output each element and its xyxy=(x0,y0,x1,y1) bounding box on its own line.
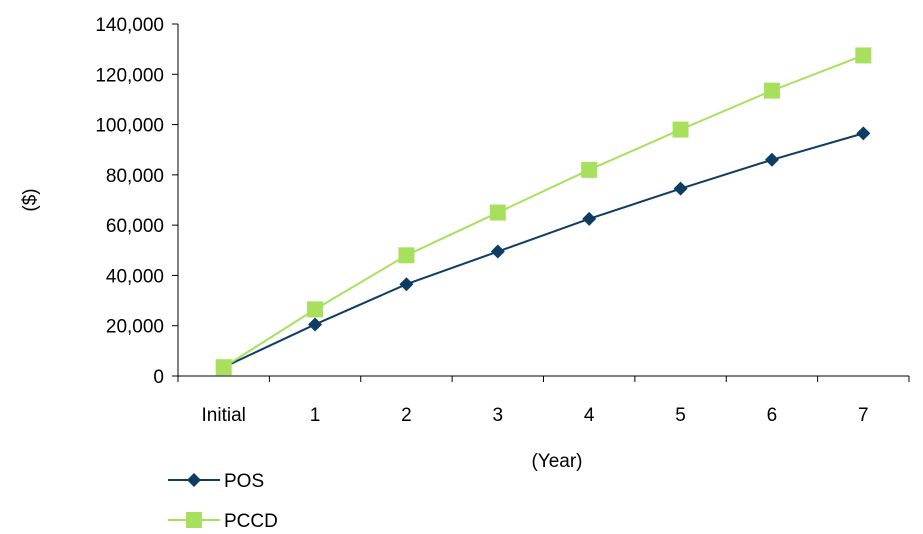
legend: POS PCCD xyxy=(168,471,278,532)
pccd-point xyxy=(855,47,872,64)
pos-point xyxy=(308,317,323,332)
legend-label: POS xyxy=(224,471,264,492)
y-tick-label: 60,000 xyxy=(106,216,164,237)
legend-pos-marker xyxy=(187,473,201,487)
legend-item-pos: POS xyxy=(168,471,264,492)
legend-item-pccd: PCCD xyxy=(168,511,278,532)
x-tick-label: 2 xyxy=(401,405,412,426)
pccd-point xyxy=(307,301,324,318)
x-tick-label: Initial xyxy=(202,405,246,426)
series-pccd xyxy=(215,47,872,376)
pccd-point xyxy=(763,82,780,99)
pos-point xyxy=(490,244,505,259)
legend-pccd-marker xyxy=(186,512,202,528)
series-pos xyxy=(216,126,871,375)
series-layer xyxy=(215,47,872,376)
y-tick-label: 0 xyxy=(153,367,164,388)
pccd-point xyxy=(489,204,506,221)
legend-label: PCCD xyxy=(224,511,278,532)
y-axis-title: ($) xyxy=(20,188,41,211)
pccd-point xyxy=(215,359,232,376)
pos-point xyxy=(582,211,597,226)
pccd-point xyxy=(581,161,598,178)
x-tick-label: 3 xyxy=(493,405,504,426)
y-tick-label: 40,000 xyxy=(106,266,164,287)
pos-line xyxy=(223,132,864,369)
y-tick-label: 20,000 xyxy=(106,317,164,338)
x-tick-label: 4 xyxy=(584,405,595,426)
pos-point xyxy=(673,181,688,196)
y-tick-label: 80,000 xyxy=(106,166,164,187)
pccd-point xyxy=(398,247,415,264)
axes: 0 20,000 40,000 60,000 80,000 100,000 120,000 1… xyxy=(95,15,910,426)
pos-point xyxy=(399,277,414,292)
pos-point xyxy=(764,152,779,167)
x-axis-title: (Year) xyxy=(531,451,582,472)
x-tick-label: 1 xyxy=(310,405,321,426)
pccd-line xyxy=(223,54,864,369)
pccd-point xyxy=(672,121,689,138)
x-tick-label: 6 xyxy=(767,405,778,426)
x-tick-label: 5 xyxy=(675,405,686,426)
pos-point xyxy=(856,126,871,141)
x-tick-label: 7 xyxy=(858,405,869,426)
y-tick-label: 140,000 xyxy=(95,15,164,36)
y-tick-label: 100,000 xyxy=(95,116,164,137)
y-tick-label: 120,000 xyxy=(95,65,164,86)
